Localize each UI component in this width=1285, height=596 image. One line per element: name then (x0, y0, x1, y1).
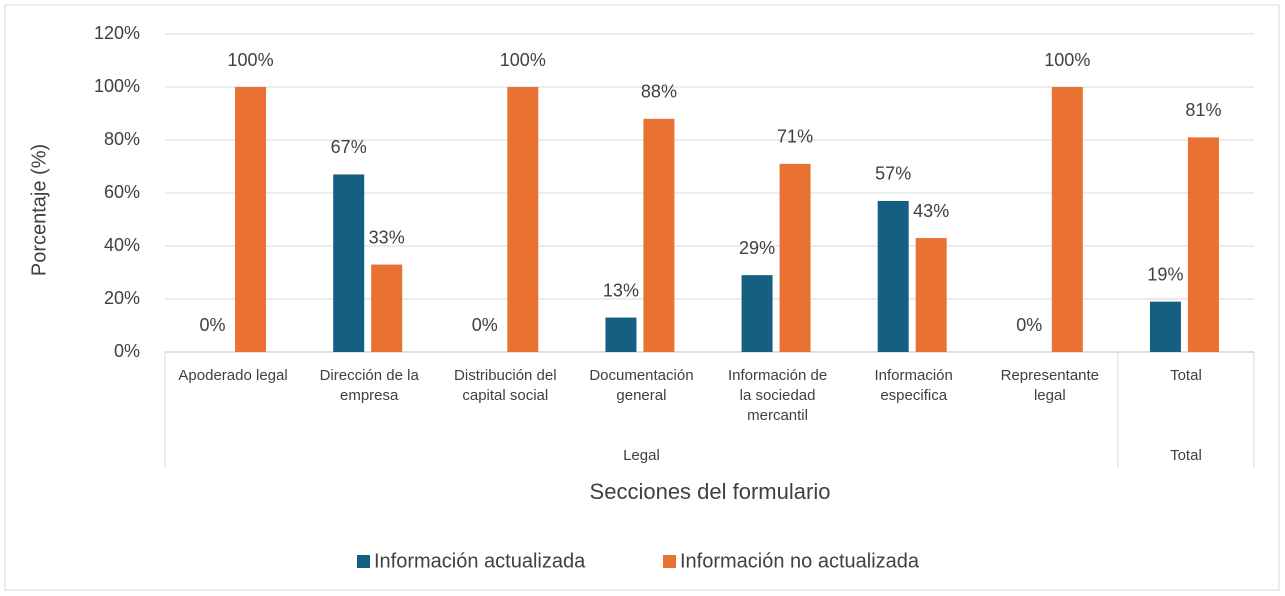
bar (1187, 137, 1219, 352)
x-tick-label: Representante legal (1000, 367, 1100, 404)
y-tick-label: 100% (94, 76, 140, 96)
data-label: 88% (641, 82, 677, 102)
legend-swatch (357, 555, 370, 568)
bar (643, 118, 675, 352)
legend-swatch (663, 555, 676, 568)
data-label: 33% (369, 227, 405, 247)
data-label: 43% (913, 201, 949, 221)
data-label: 0% (200, 315, 226, 335)
data-label: 29% (739, 238, 775, 258)
data-label: 67% (331, 137, 367, 157)
bar (235, 87, 267, 352)
data-label: 0% (472, 315, 498, 335)
data-label: 19% (1147, 264, 1183, 284)
data-label: 81% (1185, 100, 1221, 120)
x-tick-label: Documentación general (589, 367, 694, 404)
bar (333, 174, 365, 352)
data-label: 100% (1044, 50, 1090, 70)
x-axis-title: Secciones del formulario (590, 479, 831, 504)
group-label: Total (1170, 447, 1202, 464)
bar (741, 275, 773, 352)
x-tick-label: Información especifica (874, 367, 953, 404)
y-tick-label: 60% (104, 182, 140, 202)
x-tick-label: Total (1170, 367, 1202, 384)
group-label: Legal (623, 447, 660, 464)
data-label: 13% (603, 280, 639, 300)
data-label: 57% (875, 164, 911, 184)
data-label: 71% (777, 127, 813, 147)
bar (1051, 87, 1083, 352)
bar (877, 200, 909, 352)
bar (605, 317, 637, 352)
y-tick-label: 120% (94, 23, 140, 43)
y-tick-label: 80% (104, 129, 140, 149)
y-tick-label: 40% (104, 235, 140, 255)
bar (779, 163, 811, 352)
y-axis-title: Porcentaje (%) (28, 144, 50, 276)
bar (371, 264, 403, 352)
data-label: 0% (1016, 315, 1042, 335)
bar (915, 238, 947, 352)
x-tick-label: Dirección de la empresa (319, 367, 419, 404)
y-tick-label: 0% (114, 341, 140, 361)
x-tick-label: Información de la sociedad mercantil (727, 367, 828, 424)
data-label: 100% (228, 50, 274, 70)
x-tick-label: Distribución del capital social (454, 367, 557, 404)
x-tick-label: Apoderado legal (178, 367, 288, 384)
data-label: 100% (500, 50, 546, 70)
y-tick-label: 20% (104, 288, 140, 308)
legend-label: Información no actualizada (680, 550, 920, 572)
legend-label: Información actualizada (374, 550, 586, 572)
bar (507, 87, 539, 352)
bar (1149, 301, 1181, 352)
